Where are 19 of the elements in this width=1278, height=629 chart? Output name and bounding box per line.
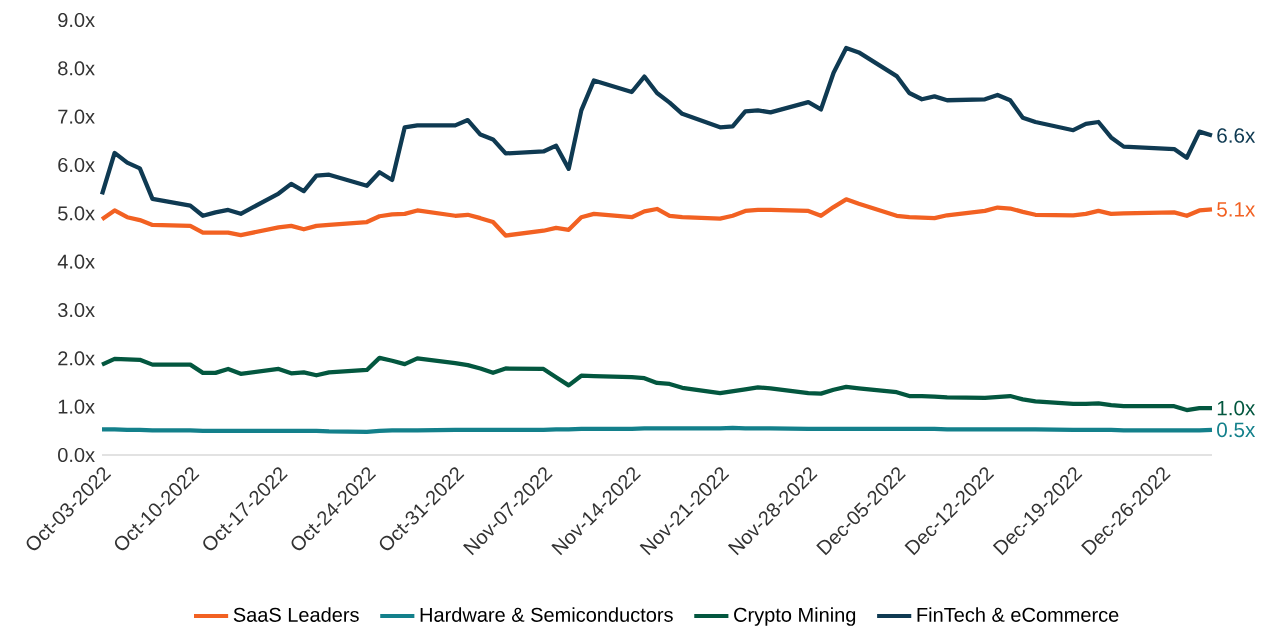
y-tick-label: 3.0x — [58, 302, 95, 318]
data-label: 1.0x — [1217, 400, 1256, 416]
y-tick-label: 7.0x — [58, 109, 95, 124]
legend-label: SaaS Leaders — [233, 607, 359, 622]
data-label: 6.6x — [1217, 128, 1256, 143]
y-tick-label: 6.0x — [58, 157, 95, 173]
y-tick-label: 0.0x — [58, 447, 95, 463]
y-tick-label: 8.0x — [58, 61, 95, 76]
line-series — [99, 45, 1215, 218]
legend-label: Crypto Mining — [734, 607, 856, 626]
data-label: 0.5x — [1217, 422, 1256, 438]
y-tick-label: 1.0x — [58, 399, 95, 414]
legend-label: FinTech & eCommerce — [917, 607, 1119, 622]
y-tick-label: 5.0x — [58, 206, 95, 221]
y-tick-label: 2.0x — [58, 351, 95, 366]
y-tick-label: 4.0x — [57, 254, 95, 269]
y-tick-label: 9.0x — [58, 12, 95, 28]
legend-label: Hardware & Semiconductors — [420, 607, 673, 622]
data-label: 5.1x — [1217, 202, 1256, 217]
